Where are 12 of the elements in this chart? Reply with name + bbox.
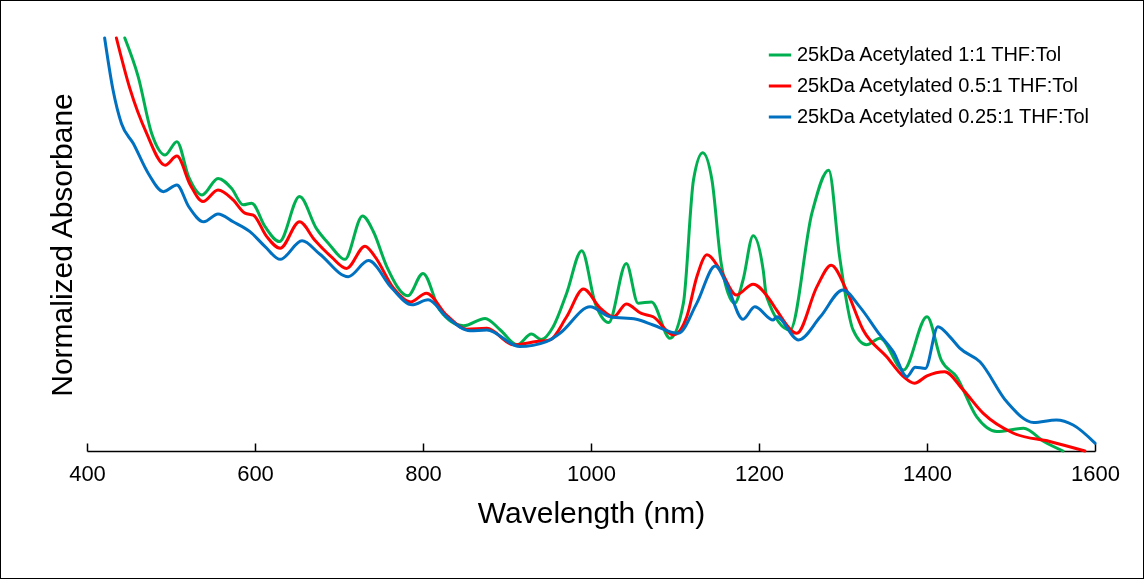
x-axis-title: Wavelength (nm) [477,495,706,529]
x-tick-label: 400 [69,460,106,486]
legend-label: 25kDa Acetylated 0.5:1 THF:Tol [797,74,1078,96]
legend-label: 25kDa Acetylated 0.25:1 THF:Tol [797,105,1090,127]
legend-label: 25kDa Acetylated 1:1 THF:Tol [797,43,1062,65]
x-tick-label: 800 [405,460,442,486]
x-tick-label: 1600 [1071,460,1120,486]
x-tick-label: 1200 [735,460,784,486]
y-axis-title: Normalized Absorbane [44,93,78,397]
x-tick-label: 1000 [567,460,616,486]
x-tick-label: 1400 [903,460,952,486]
x-tick-label: 600 [237,460,274,486]
